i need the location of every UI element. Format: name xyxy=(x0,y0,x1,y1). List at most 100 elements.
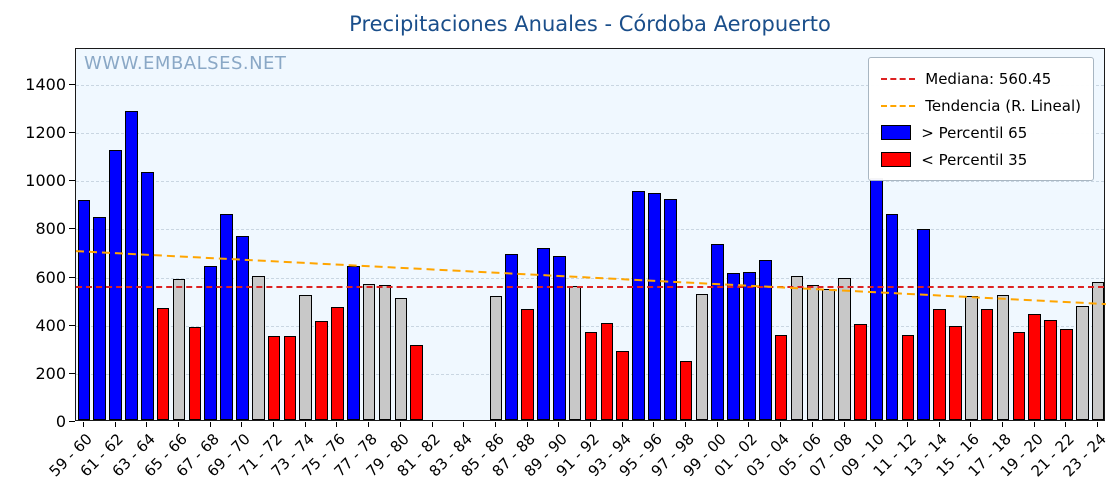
bar xyxy=(1060,328,1073,420)
y-tick-label: 0 xyxy=(55,412,66,431)
bar xyxy=(1075,305,1089,420)
gridline xyxy=(76,325,1104,327)
bar xyxy=(299,294,313,420)
bar xyxy=(711,244,725,420)
y-tick-label: 400 xyxy=(35,315,66,335)
legend-dashed-line-swatch xyxy=(881,77,916,80)
bar xyxy=(77,199,91,420)
bar xyxy=(552,256,566,420)
bar xyxy=(489,296,503,420)
bar xyxy=(822,288,836,420)
x-tick-mark xyxy=(1097,422,1099,427)
bar xyxy=(505,253,519,420)
bar xyxy=(774,334,788,420)
bar xyxy=(362,284,376,420)
bar xyxy=(996,294,1010,420)
bar xyxy=(758,259,772,420)
bar xyxy=(1028,314,1042,420)
bar xyxy=(838,278,851,420)
x-tick-mark xyxy=(431,422,433,427)
bar xyxy=(790,275,804,420)
gridline xyxy=(76,133,1104,135)
bar xyxy=(140,172,154,420)
legend-label: < Percentil 35 xyxy=(921,150,1028,169)
x-tick-mark xyxy=(1065,422,1067,427)
y-tick-label: 200 xyxy=(35,363,66,383)
bar xyxy=(806,285,820,420)
y-tick-mark xyxy=(69,421,75,422)
bar xyxy=(331,306,344,420)
legend-color-box-swatch xyxy=(881,152,912,167)
y-tick-mark xyxy=(69,132,75,134)
legend-color-box-swatch xyxy=(881,125,912,140)
bar xyxy=(980,309,994,420)
y-tick-label: 600 xyxy=(35,267,66,287)
bar xyxy=(521,309,534,420)
y-tick-mark xyxy=(69,228,75,230)
y-tick-mark xyxy=(69,84,75,86)
bar xyxy=(869,178,883,420)
bar xyxy=(93,216,107,420)
x-tick-mark xyxy=(685,422,687,427)
legend-dashed-line-swatch xyxy=(881,104,916,107)
x-tick-mark xyxy=(590,422,591,427)
bar xyxy=(283,335,297,420)
x-tick-mark xyxy=(875,422,877,427)
bar xyxy=(172,279,186,420)
bar xyxy=(1012,332,1026,420)
x-tick-mark xyxy=(494,422,496,427)
x-tick-mark xyxy=(906,422,908,427)
y-tick-label: 1200 xyxy=(25,123,66,143)
x-tick-mark xyxy=(82,422,84,427)
bar xyxy=(743,272,756,420)
bar xyxy=(695,293,709,420)
x-tick-mark xyxy=(146,422,148,427)
legend-label: > Percentil 65 xyxy=(921,123,1028,142)
bar xyxy=(933,309,946,420)
bar xyxy=(1044,320,1057,420)
bar xyxy=(885,214,899,420)
gridline xyxy=(76,85,1104,87)
bar xyxy=(648,192,661,420)
x-tick-mark xyxy=(780,422,782,427)
bar xyxy=(125,110,138,420)
bar xyxy=(584,332,598,420)
bar xyxy=(632,191,645,420)
x-tick-mark xyxy=(748,422,750,427)
gridline xyxy=(76,229,1104,231)
y-tick-mark xyxy=(69,324,75,326)
bar xyxy=(251,275,265,420)
x-tick-mark xyxy=(273,422,275,427)
bar xyxy=(616,351,630,420)
x-tick-mark xyxy=(526,422,528,427)
legend-label: Mediana: 560.45 xyxy=(925,69,1052,88)
y-tick-mark xyxy=(69,180,75,182)
bar xyxy=(156,308,170,420)
median-line xyxy=(76,286,1104,289)
x-tick-mark xyxy=(970,422,972,427)
x-tick-mark xyxy=(653,422,655,427)
y-tick-mark xyxy=(69,372,75,374)
bar xyxy=(188,327,202,420)
bar xyxy=(537,247,550,420)
x-tick-mark xyxy=(938,422,940,427)
x-tick-mark xyxy=(304,422,306,427)
x-tick-mark xyxy=(811,422,813,427)
x-tick-mark xyxy=(368,422,370,427)
x-tick-mark xyxy=(1033,422,1035,427)
bar xyxy=(220,214,233,420)
x-tick-mark xyxy=(241,422,243,427)
bar xyxy=(917,228,931,420)
bar xyxy=(378,285,392,420)
bar xyxy=(949,326,962,420)
y-tick-label: 1000 xyxy=(25,171,66,191)
bar xyxy=(679,361,693,420)
bar xyxy=(854,323,867,420)
bar xyxy=(964,296,978,420)
bar xyxy=(236,235,249,420)
legend: Mediana: 560.45 Tendencia (R. Lineal) > P… xyxy=(868,57,1094,181)
bar xyxy=(315,321,328,420)
bar xyxy=(267,335,281,420)
watermark: WWW.EMBALSES.NET xyxy=(84,53,287,74)
